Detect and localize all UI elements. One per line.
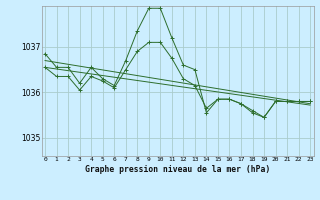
- X-axis label: Graphe pression niveau de la mer (hPa): Graphe pression niveau de la mer (hPa): [85, 165, 270, 174]
